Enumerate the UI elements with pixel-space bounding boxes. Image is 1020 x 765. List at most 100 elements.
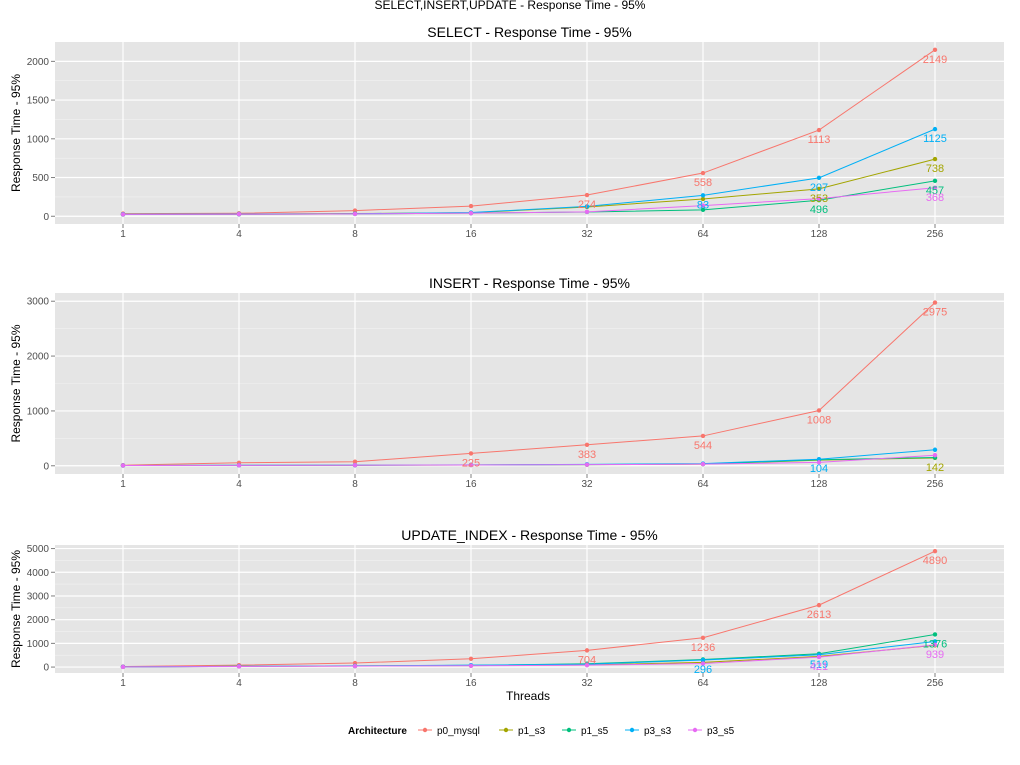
data-label: 496	[810, 204, 828, 216]
data-label: 353	[810, 193, 828, 205]
data-point	[584, 209, 590, 215]
data-label: 274	[578, 199, 596, 211]
legend-key-point	[422, 727, 428, 733]
y-tick-label: 4000	[27, 568, 50, 579]
data-point	[584, 192, 590, 198]
legend-item-p3_s3: p3_s3	[625, 726, 672, 737]
x-tick-label: 8	[352, 479, 358, 490]
data-point	[120, 463, 126, 468]
data-label: 457	[926, 185, 944, 197]
y-axis-label: Response Time - 95%	[9, 324, 23, 442]
x-tick-label: 64	[697, 678, 709, 689]
data-point	[584, 662, 590, 668]
y-tick-label: 1000	[27, 134, 50, 145]
data-point	[468, 203, 474, 209]
y-tick-label: 2000	[27, 615, 50, 626]
panel-title: UPDATE_INDEX - Response Time - 95%	[401, 527, 658, 543]
data-point	[352, 663, 358, 669]
data-label: 2975	[923, 307, 947, 319]
data-point	[932, 300, 938, 305]
data-point	[700, 661, 706, 666]
panel-3: 0 1000 2000 3000 4000 5000 1 4 8 16 32 64 128 256 UPDA…	[9, 527, 1004, 703]
data-point	[468, 656, 474, 661]
data-point	[932, 632, 938, 637]
data-label: 142	[926, 462, 944, 474]
data-point	[700, 170, 706, 176]
x-axis-label: Threads	[506, 689, 550, 703]
x-tick-label: 64	[697, 229, 709, 240]
data-point	[932, 447, 938, 452]
data-label: 296	[694, 664, 712, 676]
x-tick-label: 256	[927, 229, 944, 240]
series-p3_s5	[120, 185, 938, 217]
data-point	[584, 648, 590, 653]
data-point	[932, 639, 938, 644]
data-point	[932, 185, 938, 190]
data-label: 1125	[923, 133, 947, 145]
x-tick-label: 32	[581, 678, 593, 689]
legend-label: p0_mysql	[437, 726, 480, 737]
x-tick-label: 16	[465, 229, 477, 240]
panel-title: SELECT - Response Time - 95%	[427, 24, 631, 40]
legend-item-p0_mysql: p0_mysql	[418, 726, 480, 737]
x-tick-label: 1	[120, 229, 126, 240]
data-point	[700, 635, 706, 640]
legend-key-point	[566, 727, 572, 733]
legend-key-point	[629, 727, 635, 733]
data-label: 207	[810, 182, 828, 194]
data-point	[932, 156, 938, 162]
legend-label: p3_s5	[707, 726, 735, 737]
x-tick-label: 4	[236, 229, 242, 240]
x-tick-label: 256	[927, 678, 944, 689]
data-point	[352, 463, 358, 468]
x-tick-label: 32	[581, 229, 593, 240]
chart-panels: 0 500 1000 1500 2000 1 4 8 16 32 64 128 256 SELECT - …	[9, 24, 1004, 703]
data-point	[700, 433, 706, 439]
x-tick-label: 64	[697, 479, 709, 490]
data-point	[352, 459, 358, 464]
data-label: 2613	[807, 609, 831, 621]
data-label: 4890	[923, 555, 947, 567]
series-line	[122, 644, 936, 668]
data-point	[236, 463, 242, 468]
data-point	[468, 663, 474, 668]
data-point	[816, 127, 822, 133]
panel-1: 0 500 1000 1500 2000 1 4 8 16 32 64 128 256 SELECT - …	[9, 24, 1004, 240]
data-point	[816, 460, 822, 465]
y-tick-label: 3000	[27, 591, 50, 602]
x-tick-label: 128	[811, 479, 828, 490]
y-tick-label: 2000	[27, 57, 50, 68]
series-p3_s5	[120, 453, 938, 468]
x-tick-label: 8	[352, 229, 358, 240]
x-tick-label: 16	[465, 479, 477, 490]
x-tick-label: 8	[352, 678, 358, 689]
data-label: 104	[810, 463, 828, 475]
data-point	[816, 654, 822, 660]
x-tick-label: 1	[120, 479, 126, 490]
data-point	[700, 207, 706, 213]
x-tick-label: 1	[120, 678, 126, 689]
series-p3_s5	[120, 642, 938, 670]
x-tick-label: 16	[465, 678, 477, 689]
y-tick-label: 1000	[27, 406, 50, 417]
series-line	[122, 550, 936, 668]
data-point	[816, 602, 822, 608]
data-point	[468, 462, 474, 468]
data-label: 519	[810, 659, 828, 671]
x-tick-label: 256	[927, 479, 944, 490]
data-label: 1376	[923, 638, 947, 650]
y-tick-label: 1000	[27, 639, 50, 650]
data-label: 558	[694, 177, 712, 189]
data-label: 383	[578, 449, 596, 461]
x-tick-label: 4	[236, 678, 242, 689]
data-point	[932, 548, 938, 554]
legend-item-p3_s5: p3_s5	[688, 726, 735, 737]
data-point	[816, 186, 822, 192]
panel-title: INSERT - Response Time - 95%	[429, 275, 630, 291]
data-label: 225	[462, 457, 480, 469]
legend-item-p1_s5: p1_s5	[562, 726, 609, 737]
data-point	[816, 175, 822, 181]
legend-label: p1_s3	[518, 726, 546, 737]
data-point	[468, 451, 474, 456]
